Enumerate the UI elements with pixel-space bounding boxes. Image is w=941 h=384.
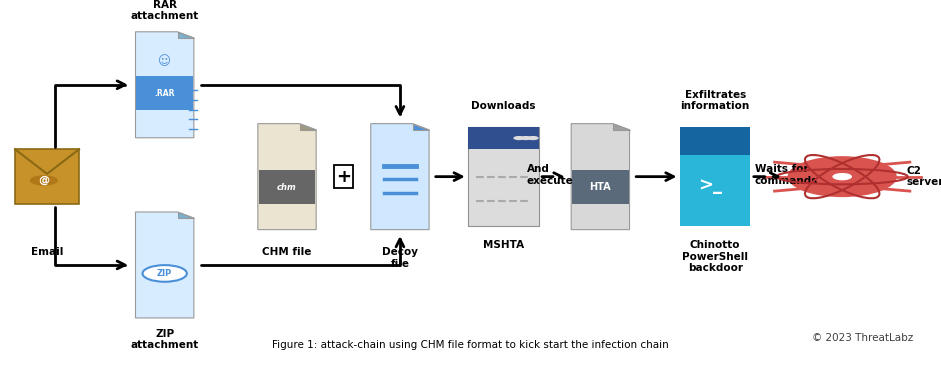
Polygon shape bbox=[571, 124, 630, 230]
FancyBboxPatch shape bbox=[469, 127, 538, 226]
Text: © 2023 ThreatLabz: © 2023 ThreatLabz bbox=[811, 333, 913, 343]
Polygon shape bbox=[614, 124, 630, 130]
Polygon shape bbox=[178, 32, 194, 38]
Text: Exfiltrates
information: Exfiltrates information bbox=[680, 90, 750, 111]
Text: Chinotto
PowerShell
backdoor: Chinotto PowerShell backdoor bbox=[682, 240, 748, 273]
Polygon shape bbox=[136, 212, 194, 318]
Text: @: @ bbox=[39, 175, 50, 185]
Circle shape bbox=[30, 175, 58, 186]
FancyBboxPatch shape bbox=[679, 127, 751, 226]
Circle shape bbox=[142, 265, 187, 282]
Circle shape bbox=[514, 136, 525, 140]
FancyBboxPatch shape bbox=[259, 170, 315, 204]
Text: chm: chm bbox=[278, 183, 296, 192]
Text: MSHTA: MSHTA bbox=[483, 240, 524, 250]
Text: >_: >_ bbox=[698, 175, 723, 194]
Text: RAR
attachment: RAR attachment bbox=[131, 0, 199, 21]
Polygon shape bbox=[371, 124, 429, 230]
Text: Decoy
file: Decoy file bbox=[382, 247, 418, 269]
FancyBboxPatch shape bbox=[679, 127, 751, 155]
Circle shape bbox=[520, 136, 532, 140]
Polygon shape bbox=[258, 124, 316, 230]
Text: ZIP
attachment: ZIP attachment bbox=[131, 329, 199, 350]
Circle shape bbox=[527, 136, 538, 140]
Polygon shape bbox=[178, 212, 194, 218]
FancyBboxPatch shape bbox=[136, 76, 193, 110]
Text: Waits for
commands: Waits for commands bbox=[755, 164, 818, 186]
Polygon shape bbox=[136, 32, 194, 138]
Text: Figure 1: attack-chain using CHM file format to kick start the infection chain: Figure 1: attack-chain using CHM file fo… bbox=[272, 340, 669, 350]
Text: CHM file: CHM file bbox=[263, 247, 311, 257]
Circle shape bbox=[833, 173, 852, 180]
FancyBboxPatch shape bbox=[15, 149, 79, 204]
Text: +: + bbox=[336, 168, 351, 185]
Polygon shape bbox=[413, 124, 429, 130]
Circle shape bbox=[788, 156, 897, 197]
Text: .RAR: .RAR bbox=[154, 89, 175, 98]
Text: HTA: HTA bbox=[590, 182, 611, 192]
Text: And
executes: And executes bbox=[527, 164, 580, 186]
Text: C2
server: C2 server bbox=[906, 166, 941, 187]
Text: ☺: ☺ bbox=[158, 55, 171, 68]
Text: Email: Email bbox=[31, 247, 63, 257]
Text: ZIP: ZIP bbox=[157, 269, 172, 278]
Polygon shape bbox=[300, 124, 316, 130]
FancyBboxPatch shape bbox=[469, 127, 538, 149]
FancyBboxPatch shape bbox=[572, 170, 629, 204]
Text: Downloads: Downloads bbox=[471, 101, 535, 111]
